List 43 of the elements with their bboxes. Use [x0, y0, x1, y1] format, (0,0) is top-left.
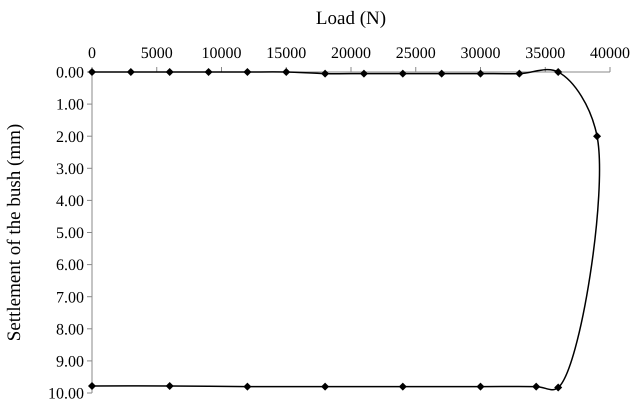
point: [476, 382, 484, 391]
x-tick-label: 30000: [460, 45, 500, 62]
point: [282, 68, 290, 76]
point: [398, 70, 407, 78]
y-tick-label: 9.00: [56, 354, 84, 370]
point: [554, 68, 562, 76]
x-axis-title: Load (N): [316, 8, 386, 29]
point: [360, 70, 368, 78]
y-tick-label: 2.00: [56, 128, 84, 146]
x-tick-label: 40000: [590, 45, 630, 62]
point: [166, 382, 174, 390]
point: [476, 70, 484, 78]
point: [438, 70, 446, 78]
point: [88, 382, 96, 390]
point: [554, 384, 562, 392]
point: [593, 132, 602, 140]
x-tick-label: 5000: [140, 45, 173, 62]
y-tick-label: 4.00: [56, 193, 84, 210]
y-tick-label: 5.00: [56, 225, 84, 242]
point: [321, 70, 330, 78]
y-tick-label: 1.00: [56, 96, 84, 114]
x-tick-label: 20000: [331, 45, 371, 62]
x-tick-label: 35000: [525, 45, 566, 62]
y-tick-label: 8.00: [56, 321, 84, 338]
point: [398, 382, 407, 391]
y-tick-label: 6.00: [56, 257, 84, 274]
point: [243, 68, 252, 76]
y-tick-label: 7.00: [56, 289, 84, 306]
x-tick-label: 0: [88, 45, 96, 62]
point: [166, 68, 174, 76]
point: [515, 70, 524, 78]
x-tick-label: 15000: [266, 45, 306, 62]
point: [204, 68, 213, 76]
y-tick-label: 3.00: [56, 160, 84, 178]
x-tick-label: 25000: [396, 45, 436, 62]
point: [126, 68, 135, 76]
point: [321, 382, 330, 391]
point: [243, 382, 252, 391]
y-tick-label: 0.00: [56, 64, 84, 82]
x-tick-label: 10000: [202, 45, 242, 62]
y-tick-label: 10.00: [48, 386, 84, 403]
y-axis-title: Settlement of the bush (mm): [4, 124, 25, 342]
point: [532, 382, 540, 391]
